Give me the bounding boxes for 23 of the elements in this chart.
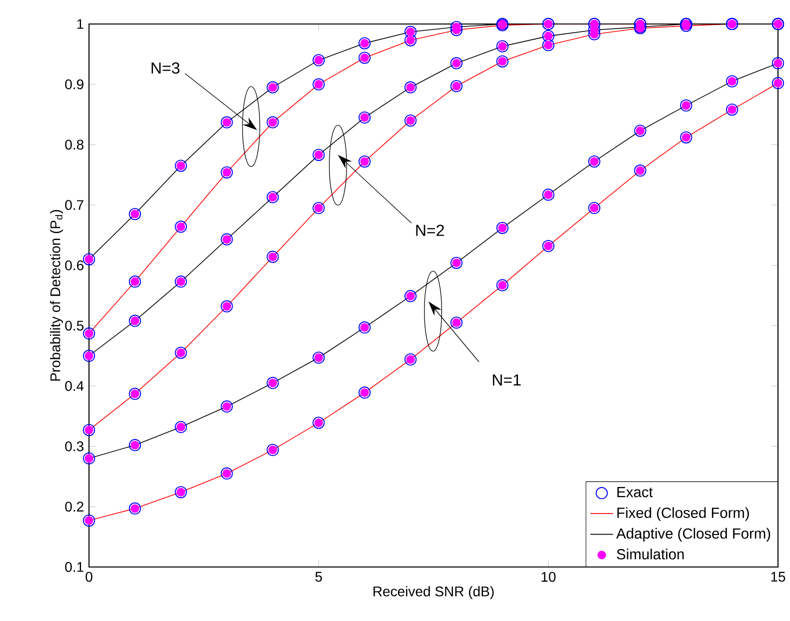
y-tick-label: 0.3	[65, 441, 84, 452]
y-tick-label: 0.7	[65, 200, 84, 210]
y-tick-label: 0.1	[65, 562, 84, 572]
x-axis-title: Received SNR (dB)	[374, 586, 494, 600]
annotation: N=3	[152, 62, 180, 74]
legend-label: Adaptive (Closed Form)	[616, 528, 770, 542]
x-tick-label: 5	[315, 572, 322, 582]
y-tick-label: 0.5	[65, 320, 84, 331]
y-axis-title: Probability of Detection (P$_{d}$)	[50, 210, 64, 381]
x-tick-label: 15	[771, 572, 786, 582]
legend-label: Fixed (Closed Form)	[617, 507, 749, 521]
y-tick-label: 0.2	[65, 502, 84, 512]
legend-label: Exact	[617, 487, 653, 498]
y-tick-label: 0.8	[65, 140, 84, 150]
x-tick-label: 0	[86, 572, 92, 582]
annotation: N=2	[416, 224, 444, 236]
y-tick-label: 0.9	[65, 79, 84, 90]
x-tick-label: 10	[542, 572, 556, 582]
y-tick-label: 0.4	[65, 381, 84, 391]
y-tick-label: 0.6	[65, 260, 84, 270]
y-tick-label: 1	[77, 19, 84, 29]
legend-label: Simulation	[616, 548, 684, 560]
annotation: N=1	[492, 374, 521, 386]
